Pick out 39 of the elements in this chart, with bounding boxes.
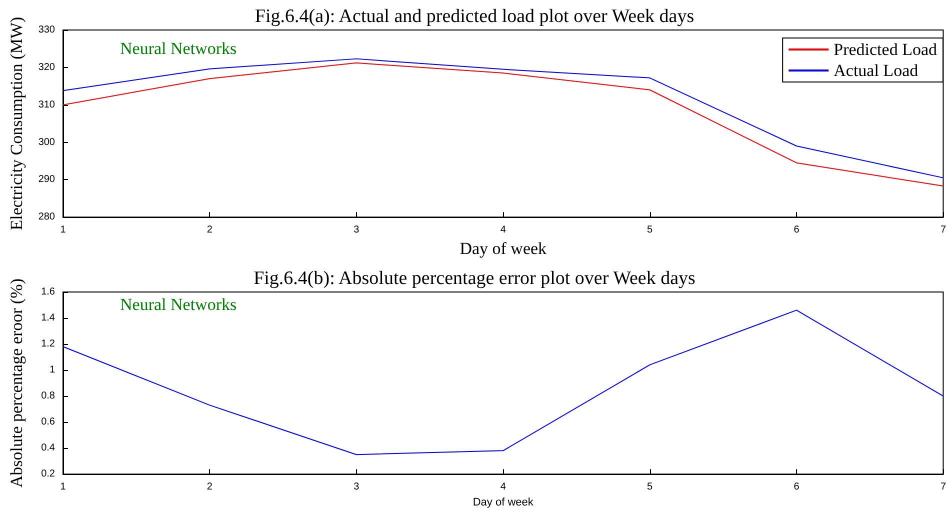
y-tick-label: 290 — [38, 174, 56, 186]
chart-title: Fig.6.4(b): Absolute percentage error plot over Week days — [254, 268, 696, 289]
y-tick-label: 320 — [38, 62, 56, 73]
x-tick-label: 3 — [354, 482, 360, 493]
y-tick-label: 280 — [38, 212, 56, 223]
y-tick-label: 1.6 — [41, 286, 56, 298]
y-tick-label: 1.2 — [41, 338, 56, 350]
annotation: Neural Networks — [120, 39, 237, 58]
y-axis-title: Electricity Consumption (MW) — [7, 16, 26, 230]
y-tick-label: 330 — [38, 24, 56, 36]
y-tick-label: 300 — [38, 136, 56, 148]
x-tick-label: 6 — [794, 482, 800, 493]
x-tick-label: 7 — [940, 482, 946, 493]
legend-label: Predicted Load — [834, 40, 938, 59]
line-series — [62, 310, 944, 456]
x-tick-label: 2 — [206, 224, 213, 236]
x-tick-label: 3 — [354, 224, 360, 236]
x-tick-label: 7 — [940, 224, 946, 236]
x-axis-title: Day of week — [472, 496, 534, 508]
chart-title: Fig.6.4(a): Actual and predicted load plot over Week days — [254, 6, 694, 27]
x-axis-title: Day of week — [460, 239, 548, 258]
y-tick-label: 0.4 — [41, 442, 56, 454]
x-tick-label: 1 — [60, 482, 66, 493]
x-tick-label: 2 — [206, 482, 213, 493]
x-tick-label: 1 — [60, 224, 66, 236]
y-tick-label: 1.4 — [41, 312, 56, 324]
y-tick-label: 0.8 — [41, 390, 56, 402]
x-tick-label: 6 — [794, 224, 800, 236]
y-tick-label: 1 — [49, 364, 56, 376]
x-tick-label: 4 — [500, 224, 506, 236]
y-tick-label: 0.2 — [41, 468, 56, 480]
x-tick-label: 5 — [647, 482, 654, 493]
x-tick-label: 4 — [500, 482, 506, 493]
legend-label: Actual Load — [834, 61, 919, 80]
annotation: Neural Networks — [120, 295, 237, 314]
y-tick-label: 0.6 — [41, 416, 56, 428]
y-axis-title: Absolute percentage eroor (%) — [7, 278, 26, 488]
x-tick-label: 5 — [647, 224, 654, 236]
y-tick-label: 310 — [38, 99, 56, 110]
